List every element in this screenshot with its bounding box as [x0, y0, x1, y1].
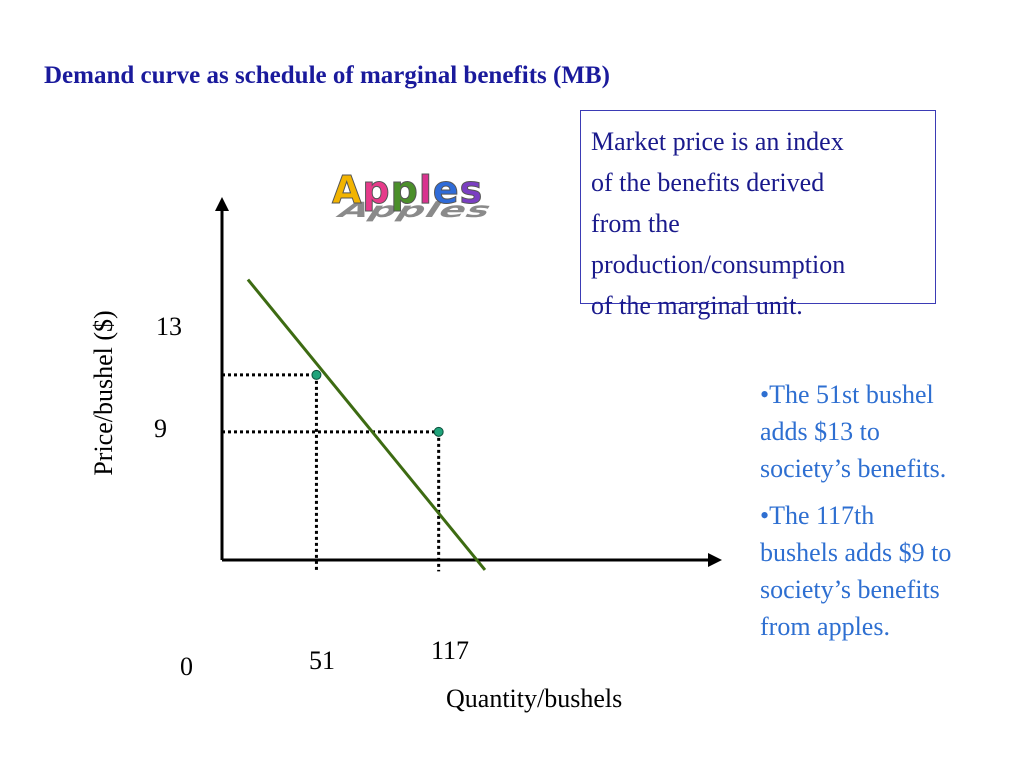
apples-logo-letter: e — [432, 168, 460, 213]
info-line: of the marginal unit. — [591, 291, 803, 320]
data-point — [433, 426, 444, 437]
y-axis-arrow — [215, 197, 229, 211]
apples-logo-letter: A — [331, 168, 363, 213]
apples-logo-letter: p — [390, 168, 419, 213]
apples-logo-text: Apples — [331, 168, 484, 213]
note-line: from apples. — [760, 612, 890, 641]
apples-logo-letter: s — [459, 168, 484, 213]
notes-list: •The 51st bushel adds $13 to society’s b… — [760, 376, 1020, 655]
info-line: Market price is an index — [591, 127, 844, 156]
y-axis-label: Price/bushel ($) — [89, 310, 118, 476]
apples-logo-letter: p — [362, 168, 391, 213]
note-line: •The 51st bushel — [760, 380, 934, 409]
info-line: of the benefits derived — [591, 168, 825, 197]
x-tick-label-51: 51 — [309, 646, 335, 675]
note-line: •The 117th — [760, 501, 875, 530]
x-axis-arrow — [708, 552, 722, 567]
info-line: from the — [591, 209, 680, 238]
note-item: •The 51st bushel adds $13 to society’s b… — [760, 376, 1020, 487]
note-line: society’s benefits. — [760, 454, 947, 483]
slide-title: Demand curve as schedule of marginal ben… — [44, 62, 610, 89]
info-box: Market price is an index of the benefits… — [580, 110, 936, 320]
origin-label: 0 — [180, 652, 193, 681]
demand-curve-line — [246, 278, 487, 571]
note-item: •The 117th bushels adds $9 to society’s … — [760, 497, 1020, 645]
x-tick-label-117: 117 — [431, 636, 470, 665]
info-line: production/consumption — [591, 250, 846, 279]
x-axis-label: Quantity/bushels — [446, 684, 623, 713]
note-line: bushels adds $9 to — [760, 538, 952, 567]
note-line: adds $13 to — [760, 417, 880, 446]
y-tick-label-13: 13 — [156, 312, 182, 341]
apples-logo-letter: l — [418, 168, 433, 213]
note-line: society’s benefits — [760, 575, 940, 604]
y-tick-label-9: 9 — [154, 414, 167, 443]
apples-logo: Apples Apples — [331, 168, 499, 223]
data-point — [311, 369, 322, 380]
